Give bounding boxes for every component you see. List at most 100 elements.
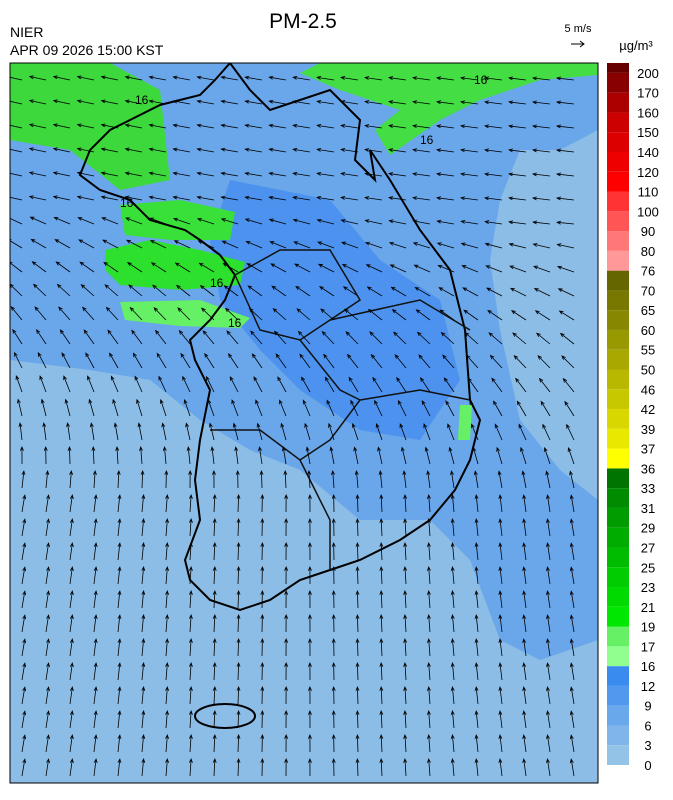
wind-arrow <box>117 638 122 657</box>
wind-arrow <box>557 288 575 297</box>
legend-swatch <box>607 488 629 508</box>
wind-arrow <box>348 376 359 393</box>
legend-label: 6 <box>644 718 651 733</box>
wind-arrow <box>110 375 119 393</box>
wind-arrow <box>513 354 527 369</box>
wind-arrow <box>543 446 551 465</box>
map: 16 16 16 16 16 16 <box>10 63 598 783</box>
wind-arrow <box>427 710 431 729</box>
wind-arrow <box>307 589 312 609</box>
wind-arrow <box>150 262 167 273</box>
wind-arrow <box>355 517 360 537</box>
wind-arrow <box>378 470 383 489</box>
wind-arrow <box>569 710 575 729</box>
wind-arrow <box>379 637 384 657</box>
wind-arrow <box>148 195 167 201</box>
wind-arrow <box>141 542 146 561</box>
wind-arrow <box>244 99 263 105</box>
wind-arrow <box>389 264 407 273</box>
wind-arrow <box>260 517 265 537</box>
wind-arrow <box>292 195 311 201</box>
wind-arrow <box>518 423 527 441</box>
wind-arrow <box>156 352 167 369</box>
wind-arrow <box>236 517 241 537</box>
wind-arrow <box>498 734 503 753</box>
wind-arrow <box>555 172 575 177</box>
wind-arrow <box>136 398 143 417</box>
wind-arrow <box>297 330 311 345</box>
legend-swatch <box>607 132 629 152</box>
wind-arrow <box>353 446 359 465</box>
wind-arrow <box>558 310 575 321</box>
wind-arrow <box>427 494 431 513</box>
legend-label: 17 <box>641 639 655 654</box>
wind-arrow <box>220 147 239 153</box>
wind-arrow <box>236 613 241 633</box>
wind-arrow <box>76 75 95 81</box>
wind-arrow <box>331 493 336 513</box>
wind-arrow <box>212 565 217 585</box>
wind-arrow <box>134 375 143 393</box>
wind-arrow <box>507 100 527 105</box>
wind-arrow <box>556 220 575 225</box>
wind-arrow <box>531 124 551 129</box>
wind-arrow <box>294 263 311 273</box>
wind-arrow <box>321 330 335 345</box>
wind-arrow <box>28 195 47 201</box>
wind-arrow <box>317 263 335 273</box>
wind-arrow <box>15 375 23 393</box>
wind-arrow <box>117 662 122 681</box>
legend-label: 120 <box>637 165 659 180</box>
wind-arrow <box>284 709 289 729</box>
wind-arrow <box>427 662 431 681</box>
wind-arrow <box>251 353 263 369</box>
legend-swatch <box>607 587 629 607</box>
wind-arrow <box>141 518 146 537</box>
patch-green <box>458 405 472 440</box>
wind-arrow <box>260 661 265 681</box>
wind-arrow <box>569 518 575 537</box>
wind-arrow <box>10 306 23 321</box>
wind-arrow <box>172 171 191 177</box>
wind-arrow <box>107 329 119 345</box>
wind-arrow <box>450 494 455 513</box>
wind-arrow <box>522 734 527 753</box>
wind-arrow <box>522 566 527 585</box>
wind-arrow <box>141 710 146 729</box>
wind-arrow <box>450 662 455 681</box>
wind-arrow <box>268 75 287 81</box>
wind-arrow <box>493 400 503 417</box>
wind-arrow <box>91 445 96 465</box>
wind-arrow <box>220 195 239 201</box>
legend-label: 50 <box>641 363 655 378</box>
wind-arrow <box>117 590 122 609</box>
wind-arrow <box>564 400 575 417</box>
wind-arrow <box>546 638 551 657</box>
wind-arrow <box>450 566 455 585</box>
wind-arrow <box>260 637 265 657</box>
wind-arrow <box>172 123 191 129</box>
wind-arrow <box>569 542 575 561</box>
wind-arrow <box>498 518 503 537</box>
wind-arrow <box>244 195 263 201</box>
wind-arrow <box>36 328 47 345</box>
wind-arrow <box>149 240 167 249</box>
wind-arrow <box>515 377 527 393</box>
wind-arrow <box>76 195 95 201</box>
wind-arrow <box>459 124 479 129</box>
wind-arrow <box>259 469 264 489</box>
wind-arrow <box>105 306 119 321</box>
wind-arrow <box>10 124 23 129</box>
wind-arrow <box>260 757 265 777</box>
wind-arrow <box>473 470 479 489</box>
wind-arrow <box>388 172 407 177</box>
wind-arrow <box>442 354 455 369</box>
wind-arrow <box>21 518 27 537</box>
wind-arrow <box>364 196 383 201</box>
wind-arrow <box>569 566 575 585</box>
wind-arrow <box>21 710 27 729</box>
wind-arrow <box>244 147 263 153</box>
wind-arrow <box>569 758 575 777</box>
wind-arrow <box>483 124 503 129</box>
wind-arrow <box>87 375 95 393</box>
